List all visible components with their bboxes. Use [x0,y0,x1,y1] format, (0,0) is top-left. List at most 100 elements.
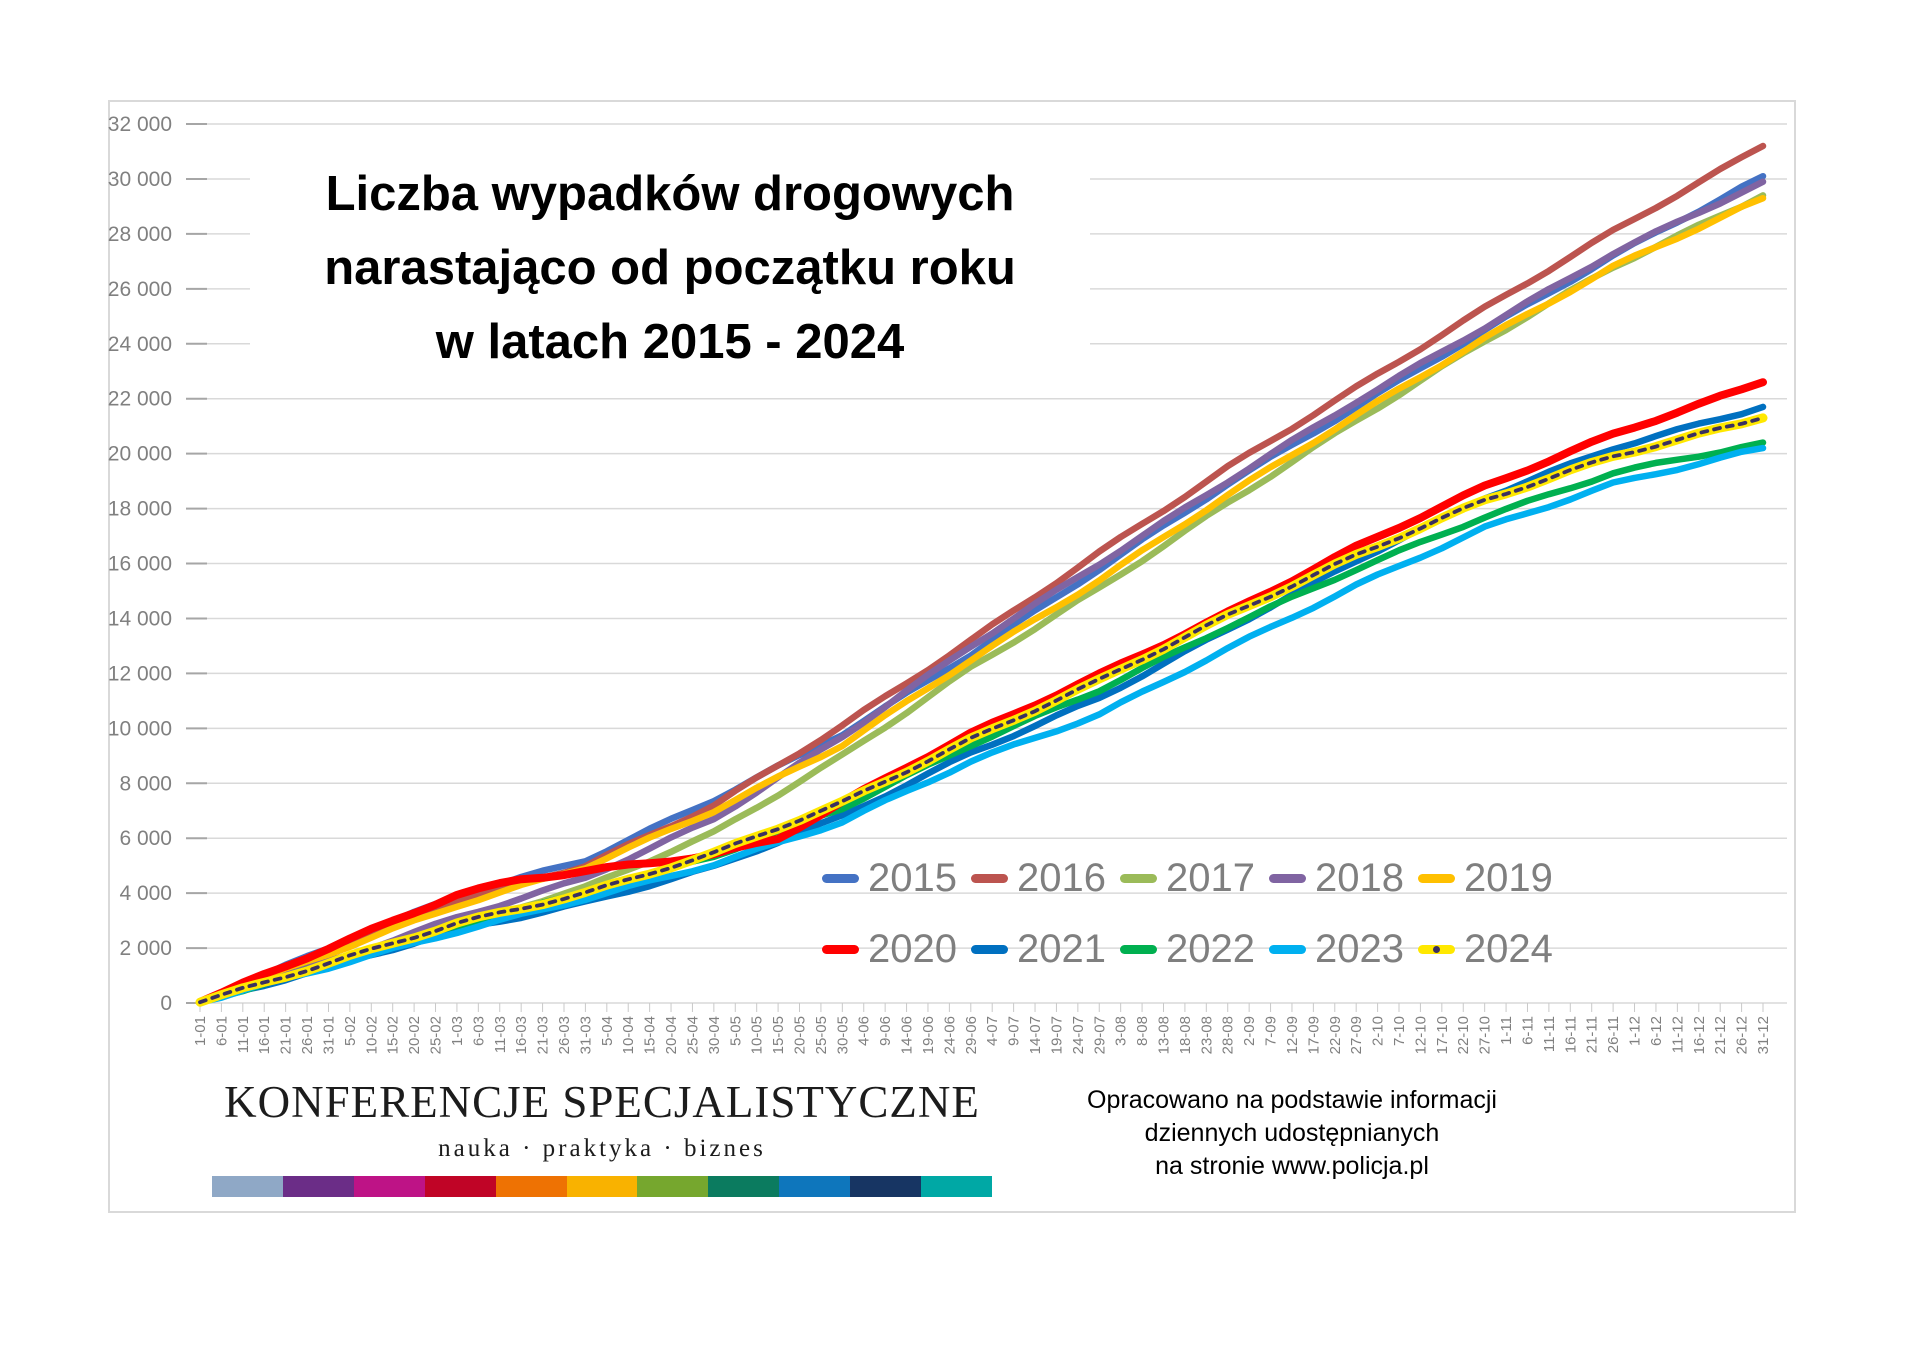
series-line-2024-core [198,415,1765,1005]
x-axis-label: 31-12 [1755,1016,1772,1054]
x-axis-label: 2-10 [1370,1016,1387,1046]
x-axis-label: 15-05 [770,1016,787,1054]
y-axis-label: 20 000 [108,443,172,466]
chart-title-line: Liczba wypadków drogowych [325,166,1015,221]
legend-swatch-2016 [970,874,1008,883]
legend-swatch-2024 [1417,945,1455,954]
x-axis-label: 2-09 [1241,1016,1258,1046]
x-axis-label: 22-10 [1455,1016,1472,1054]
series-line-2023 [196,444,1767,1006]
y-axis-label: 32 000 [108,113,172,136]
legend-label-2022: 2022 [1165,927,1255,971]
x-axis-label: 16-01 [256,1016,273,1054]
legend-label-2020: 2020 [868,927,957,971]
x-axis-label: 22-09 [1327,1016,1344,1054]
legend-item-2015: 2015 [822,856,957,901]
attribution: Opracowano na podstawie informacji dzien… [1002,1084,1582,1183]
y-axis-label: 0 [160,992,172,1015]
attribution-line: na stronie www.policja.pl [1155,1152,1429,1180]
y-axis-label: 4 000 [119,882,172,905]
x-axis-label: 24-07 [1070,1016,1087,1054]
logo-stripe-segment [921,1176,992,1197]
x-axis-label: 5-04 [599,1016,616,1046]
logo-stripe-segment [282,1176,354,1197]
logo-stripe [212,1176,992,1197]
legend-label-2019: 2019 [1463,856,1553,900]
x-axis-label: 11-12 [1669,1016,1686,1053]
x-axis-label: 5-02 [342,1016,359,1046]
x-axis-label: 21-01 [278,1016,295,1054]
legend-label-2024: 2024 [1463,927,1553,971]
legend-swatch-2021 [970,945,1008,954]
legend-swatch-2018 [1268,874,1306,883]
y-axis-label: 6 000 [119,827,172,850]
x-axis-label: 21-03 [535,1016,552,1054]
series-line-2020 [196,378,1767,1006]
y-axis-label: 24 000 [108,333,172,356]
logo-stripe-segment [637,1176,709,1197]
x-axis-label: 25-02 [428,1016,445,1054]
x-axis-label: 5-05 [727,1016,744,1046]
x-axis-label: 17-10 [1434,1016,1451,1054]
x-axis-label: 14-06 [899,1016,916,1054]
x-axis-label: 12-09 [1284,1016,1301,1054]
legend-swatch-2015 [822,874,859,883]
x-axis-label: 20-02 [406,1016,423,1054]
logo-stripe-segment [566,1176,638,1197]
x-axis-label: 25-05 [813,1016,830,1054]
x-axis-label: 26-12 [1734,1016,1751,1054]
x-axis-label: 19-06 [920,1016,937,1054]
logo-stripe-segment [424,1176,496,1197]
x-axis-label: 18-08 [1177,1016,1194,1054]
x-axis-label: 19-07 [1048,1016,1065,1054]
logo-stripe-segment [708,1176,780,1197]
y-axis-label: 10 000 [108,717,172,740]
x-axis-label: 1-03 [449,1016,466,1046]
x-axis-label: 26-03 [556,1016,573,1054]
y-axis-label: 30 000 [108,168,172,191]
x-axis-label: 17-09 [1305,1016,1322,1054]
x-axis-label: 24-06 [941,1016,958,1054]
legend-item-2023: 2023 [1268,927,1404,972]
legend-row: 2015 2016 2017 2018 2019 [822,856,1553,901]
x-axis-label: 9-06 [877,1016,894,1046]
legend-row: 2020 2021 2022 2023 2024 [822,927,1553,972]
x-axis-label: 14-07 [1027,1016,1044,1054]
logo-name: KONFERENCJE SPECJALISTYCZNE [224,1077,980,1127]
x-axis-label: 15-02 [385,1016,402,1054]
legend-swatch-2022 [1119,945,1157,954]
x-axis-label: 28-08 [1220,1016,1237,1054]
x-axis-label: 26-11 [1605,1016,1622,1053]
x-axis-label: 20-04 [663,1016,680,1054]
x-axis-label: 30-04 [706,1016,723,1054]
y-axis-label: 2 000 [119,937,172,960]
x-axis-label: 15-04 [642,1016,659,1054]
x-axis-label: 3-08 [1113,1016,1130,1046]
legend-swatch-2019 [1417,874,1455,883]
logo-stripe-segment [779,1176,851,1197]
x-axis-label: 27-09 [1348,1016,1365,1054]
y-axis-label: 18 000 [108,498,172,521]
legend-item-2017: 2017 [1119,856,1255,901]
x-axis-label: 27-10 [1477,1016,1494,1054]
attribution-line: dziennych udostępnianych [1144,1119,1440,1147]
x-axis-label: 6-03 [470,1016,487,1046]
x-axis-label: 7-09 [1263,1016,1280,1046]
logo-stripe-segment [495,1176,567,1197]
chart-title: Liczba wypadków drogowych narastająco od… [250,140,1090,395]
legend-item-2018: 2018 [1268,856,1404,901]
x-axis-label: 12-10 [1412,1016,1429,1054]
x-axis-label: 20-05 [792,1016,809,1054]
legend-swatch-dot [1432,946,1440,953]
chart-title-line: narastająco od początku roku [324,240,1016,295]
x-axis-label: 16-11 [1562,1016,1579,1053]
x-axis-label: 29-06 [963,1016,980,1054]
x-axis-label: 10-05 [749,1016,766,1054]
legend-label-2016: 2016 [1016,856,1106,900]
legend-item-2024: 2024 [1417,927,1553,972]
logo-stripe-segment [353,1176,425,1197]
x-axis-label: 26-01 [299,1016,316,1054]
attribution-line: Opracowano na podstawie informacji [1087,1086,1497,1114]
y-axis-label: 8 000 [119,772,172,795]
